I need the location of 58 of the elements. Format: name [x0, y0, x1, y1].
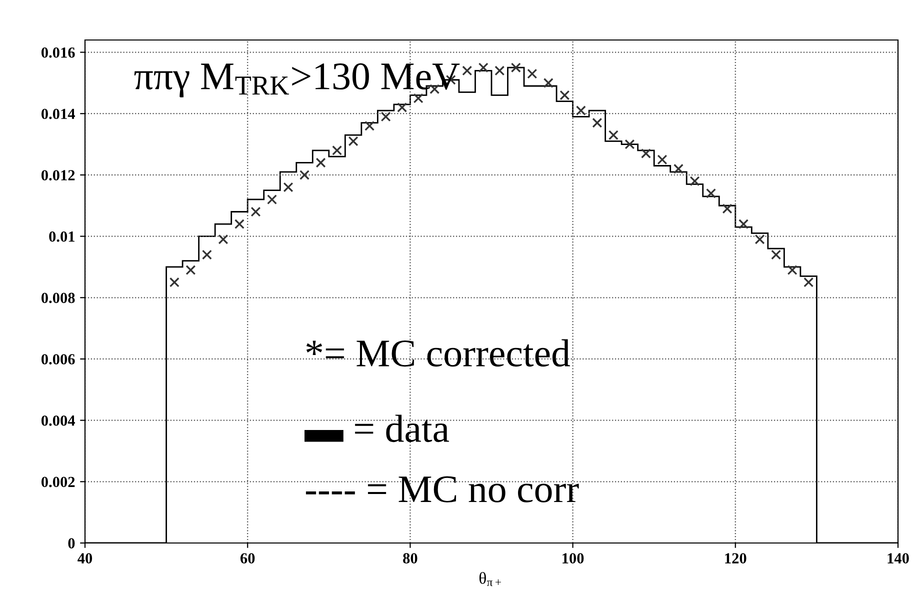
point — [657, 154, 668, 165]
point — [413, 93, 424, 104]
annotation: *= MC corrected — [306, 339, 570, 367]
y-tick-label: 0 — [68, 538, 75, 548]
y-tick-label: 0.004 — [41, 415, 75, 426]
annotation: ππγ M$_{TRK}$>130 MeV — [134, 63, 460, 98]
point — [510, 62, 521, 73]
x-tick-label: 120 — [725, 553, 746, 564]
point — [316, 158, 326, 168]
point — [754, 234, 765, 244]
point — [348, 136, 358, 146]
annotation: ▬ = data — [304, 414, 450, 442]
point — [202, 250, 212, 260]
point — [690, 176, 700, 186]
point — [527, 68, 538, 79]
point — [624, 139, 635, 150]
point — [706, 188, 716, 198]
point — [266, 194, 277, 204]
point — [186, 265, 196, 276]
y-tick-label: 0.014 — [41, 108, 75, 120]
point — [673, 164, 684, 174]
point — [234, 219, 244, 230]
y-tick-label: 0.008 — [41, 292, 75, 304]
y-tick-label: 0.006 — [41, 354, 75, 364]
point — [397, 102, 408, 112]
point — [560, 90, 570, 100]
point — [494, 66, 505, 76]
annotation: ---- = MC no corr — [306, 476, 579, 502]
point — [592, 118, 602, 128]
point — [543, 78, 554, 88]
x-tick-label: 40 — [78, 553, 92, 564]
point — [576, 106, 586, 116]
point — [380, 112, 391, 122]
y-tick-label: 0.01 — [49, 231, 74, 242]
point — [787, 265, 798, 276]
x-axis-title: θ$_{π+}$ — [479, 572, 501, 586]
point — [250, 206, 261, 217]
point — [364, 120, 375, 131]
x-tick-label: 80 — [403, 553, 418, 564]
y-tick-label: 0.002 — [41, 476, 75, 488]
point — [640, 148, 651, 158]
y-tick-label: 0.012 — [41, 170, 75, 180]
point — [804, 277, 814, 288]
point — [462, 66, 472, 76]
point — [738, 219, 749, 230]
y-tick-label: 0.016 — [41, 47, 75, 58]
point — [218, 234, 228, 244]
point — [332, 145, 342, 156]
point — [771, 250, 782, 260]
x-tick-label: 60 — [240, 553, 255, 564]
point — [608, 130, 618, 140]
x-tick-label: 140 — [888, 553, 909, 564]
x-tick-label: 100 — [562, 553, 584, 564]
point — [283, 182, 294, 192]
point — [169, 277, 180, 288]
point — [300, 170, 310, 180]
point — [722, 204, 732, 214]
point — [478, 62, 488, 73]
